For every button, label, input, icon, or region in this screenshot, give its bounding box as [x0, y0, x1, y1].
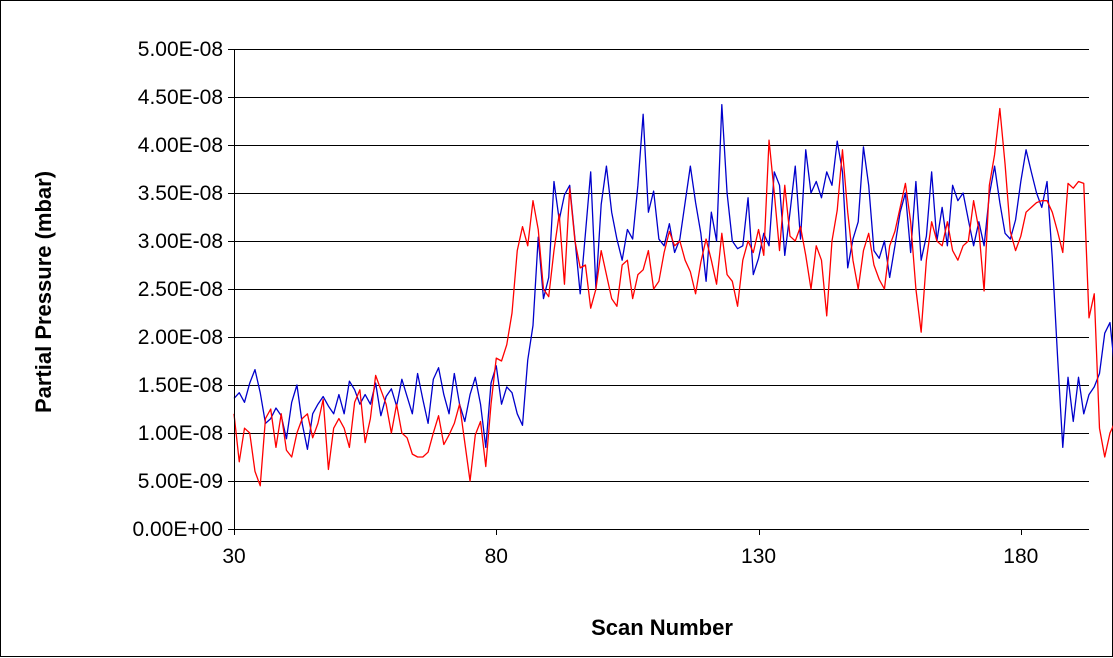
axes: [228, 49, 1089, 535]
y-tick-label: 1.00E-08: [138, 422, 223, 445]
y-tick-label: 3.50E-08: [138, 182, 223, 205]
y-axis-title: Partial Pressure (mbar): [31, 171, 56, 413]
y-tick-label: 2.00E-08: [138, 326, 223, 349]
y-tick-label: 4.50E-08: [138, 86, 223, 109]
x-tick-label: 80: [485, 545, 508, 568]
y-tick-label: 5.00E-09: [138, 470, 223, 493]
y-tick-label: 1.50E-08: [138, 374, 223, 397]
x-tick-label: 30: [222, 545, 245, 568]
series-line-2: [233, 107, 1113, 487]
series-line-1: [233, 104, 1113, 450]
x-tick-label: 130: [741, 545, 776, 568]
y-tick-label: 2.50E-08: [138, 278, 223, 301]
y-tick-label: 0.00E+00: [132, 518, 223, 541]
tick-labels: 0.00E+00 5.00E-09 1.00E-08 1.50E-08 2.00E-08…: [132, 38, 1038, 568]
x-axis-title: Scan Number: [591, 615, 733, 640]
x-tick-label: 180: [1003, 545, 1038, 568]
y-tick-label: 3.00E-08: [138, 230, 223, 253]
y-tick-label: 5.00E-08: [138, 38, 223, 61]
y-tick-label: 4.00E-08: [138, 134, 223, 157]
series-lines: [233, 104, 1113, 487]
